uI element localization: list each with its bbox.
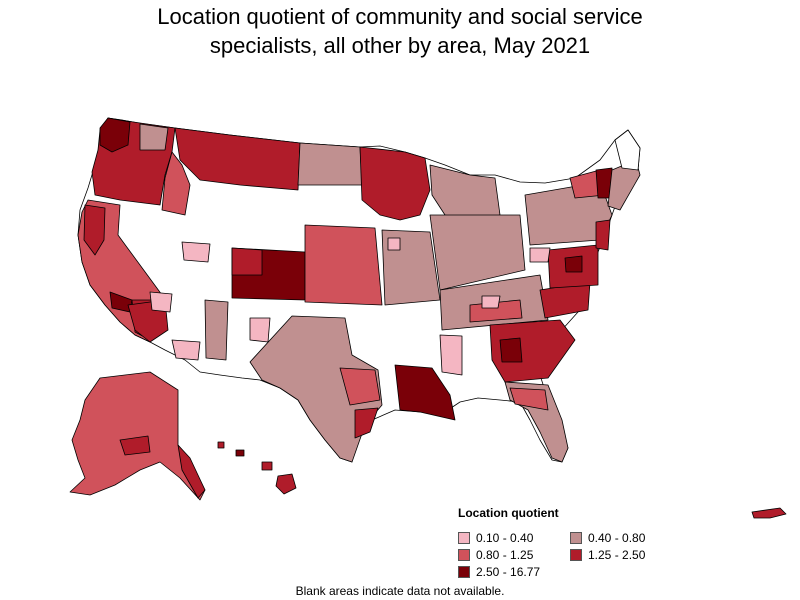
region-illinois-indiana-ohio bbox=[429, 214, 526, 291]
legend-grid: 0.10 - 0.40 0.40 - 0.80 0.80 - 1.25 1.25… bbox=[458, 530, 698, 579]
legend: Location quotient 0.10 - 0.40 0.40 - 0.8… bbox=[458, 506, 698, 579]
footnote: Blank areas indicate data not available. bbox=[295, 584, 505, 598]
region-maine bbox=[614, 129, 641, 171]
region-eastern-washington bbox=[139, 123, 169, 151]
region-alaska-southeast bbox=[177, 444, 206, 499]
region-iowa-pink bbox=[387, 237, 401, 251]
region-kentucky-pink bbox=[481, 295, 501, 309]
region-georgia-dark bbox=[499, 337, 523, 363]
region-montana bbox=[174, 127, 301, 191]
region-hawaii-big-island bbox=[275, 473, 297, 495]
region-hawaii-kauai bbox=[217, 441, 225, 449]
region-kansas-nebraska bbox=[304, 224, 383, 306]
region-alaska-south bbox=[119, 435, 151, 456]
legend-swatch bbox=[458, 565, 470, 578]
region-hawaii-oahu bbox=[235, 449, 245, 457]
map-title: Location quotient of community and socia… bbox=[0, 2, 800, 60]
legend-title: Location quotient bbox=[458, 506, 559, 520]
region-idaho bbox=[161, 151, 191, 216]
region-utah-nevada-pink bbox=[181, 241, 211, 263]
region-puerto-rico bbox=[751, 507, 787, 519]
region-texas-east bbox=[339, 367, 381, 406]
region-texas bbox=[249, 315, 383, 463]
region-mississippi bbox=[439, 334, 463, 376]
region-florida-north bbox=[509, 387, 549, 411]
region-arizona-south bbox=[171, 339, 201, 361]
legend-label: 0.10 - 0.40 bbox=[476, 530, 534, 545]
region-western-washington bbox=[99, 117, 131, 153]
legend-item-4: 2.50 - 16.77 bbox=[458, 564, 570, 579]
legend-swatch bbox=[570, 531, 582, 544]
region-colorado-west bbox=[231, 247, 263, 276]
legend-swatch bbox=[458, 548, 470, 561]
region-hawaii-maui bbox=[261, 461, 273, 471]
region-new-mexico bbox=[204, 299, 229, 361]
region-minnesota-wisconsin bbox=[359, 146, 431, 221]
map-title-line1: Location quotient of community and socia… bbox=[157, 4, 643, 29]
legend-item-1: 0.40 - 0.80 bbox=[570, 530, 682, 545]
region-virginia-dark bbox=[564, 255, 583, 273]
legend-item-3: 1.25 - 2.50 bbox=[570, 547, 682, 562]
legend-label: 0.40 - 0.80 bbox=[588, 530, 646, 545]
region-louisiana bbox=[394, 364, 456, 421]
legend-swatch bbox=[458, 531, 470, 544]
legend-item-0: 0.10 - 0.40 bbox=[458, 530, 570, 545]
legend-item-2: 0.80 - 1.25 bbox=[458, 547, 570, 562]
region-georgia-carolinas bbox=[489, 319, 576, 383]
legend-label: 2.50 - 16.77 bbox=[476, 564, 541, 579]
legend-swatch bbox=[570, 548, 582, 561]
region-new-jersey bbox=[595, 219, 611, 251]
region-west-virginia-pink bbox=[529, 247, 551, 263]
region-north-dakota bbox=[297, 142, 363, 186]
region-nevada-south bbox=[149, 291, 173, 313]
legend-label: 1.25 - 2.50 bbox=[588, 547, 646, 562]
region-alaska bbox=[69, 371, 206, 501]
region-texas-gulf bbox=[354, 407, 379, 439]
region-northern-california bbox=[83, 204, 106, 256]
map-title-line2: specialists, all other by area, May 2021 bbox=[209, 33, 591, 58]
legend-label: 0.80 - 1.25 bbox=[476, 547, 534, 562]
region-new-mexico-pink bbox=[249, 317, 271, 343]
